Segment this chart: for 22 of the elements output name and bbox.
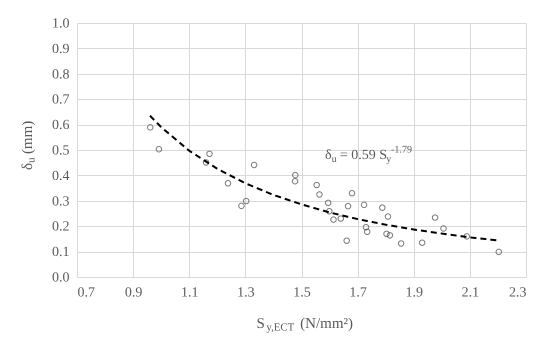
x-tick-label: 0.7 [78,286,95,300]
x-tick-label: 2.1 [462,286,480,300]
x-tick-label: 2.3 [509,286,526,300]
x-tick-label: 1.7 [349,286,367,300]
y-tick-label: 0.5 [52,144,70,158]
x-tick-label: 0.9 [124,286,142,300]
y-tick-label: 0.4 [52,168,70,184]
y-tick-label: 0.1 [52,245,70,260]
y-tick-label: 0.8 [52,67,70,82]
y-axis-title: δu (mm) [20,120,38,170]
line-series [148,114,499,242]
y-tick-label: 0.6 [52,118,70,134]
y-tick-label: 0.9 [52,42,70,57]
y-tick-label: 0.2 [52,220,70,235]
x-tick-label: 1.1 [181,286,198,300]
x-tick-label: 1.5 [293,286,311,300]
y-tick-label: 0.3 [52,194,70,210]
y-tick-label: 0.7 [52,92,70,108]
y-tick-label: 0.0 [52,270,70,286]
y-tick-label: 1.0 [52,16,70,32]
x-tick-label: 1.9 [406,286,423,300]
x-tick-label: 1.3 [237,286,255,300]
